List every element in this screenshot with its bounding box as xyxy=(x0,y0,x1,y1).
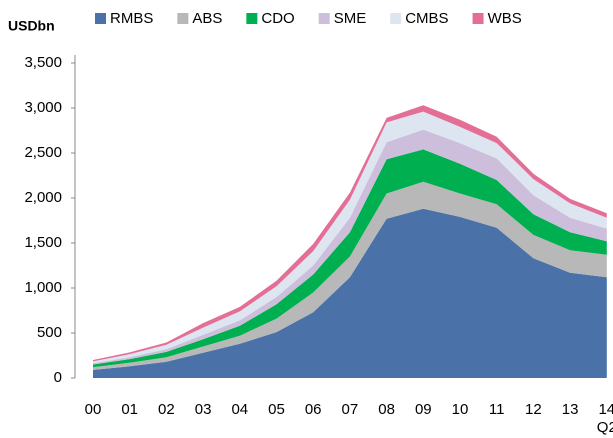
legend-swatch xyxy=(95,13,106,24)
legend-label: RMBS xyxy=(110,10,153,27)
x-tick-label: 08 xyxy=(378,401,395,418)
x-tick-label: 07 xyxy=(341,401,359,418)
x-tick-label: 02 xyxy=(158,401,175,418)
legend-swatch xyxy=(318,13,330,24)
y-tick-label: 3,500 xyxy=(24,54,62,71)
y-tick-label: 3,000 xyxy=(24,99,62,116)
y-tick-label: 500 xyxy=(37,324,62,341)
y-axis-label: USDbn xyxy=(8,18,55,34)
x-tick-label: 13 xyxy=(561,401,579,418)
x-tick-label: 03 xyxy=(194,401,212,418)
x-tick-label: 01 xyxy=(121,401,139,418)
y-tick-label: 1,500 xyxy=(24,234,62,251)
x-tick-label: 06 xyxy=(304,401,322,418)
x-tick-label: 12 xyxy=(525,401,542,418)
x-tick-label: 09 xyxy=(414,401,432,418)
legend-label: CDO xyxy=(261,10,294,27)
x-tick-label: 05 xyxy=(268,401,285,418)
legend-label: ABS xyxy=(192,10,222,27)
y-tick-label: 0 xyxy=(54,369,62,386)
x-tick-label: 14 Q2 xyxy=(596,401,613,436)
area xyxy=(93,181,607,370)
legend-label: CMBS xyxy=(405,10,448,27)
y-tick-label: 2,500 xyxy=(24,144,62,161)
legend-swatch xyxy=(177,13,189,24)
y-tick-label: 2,000 xyxy=(24,189,62,206)
legend-swatch xyxy=(390,13,402,24)
x-tick-label: 10 xyxy=(451,401,469,418)
legend-swatch xyxy=(246,13,258,24)
x-tick-label: 00 xyxy=(84,401,102,418)
legend-label: SME xyxy=(334,10,367,27)
y-tick-label: 1,000 xyxy=(24,279,62,296)
x-tick-label: 11 xyxy=(488,401,505,418)
legend-swatch xyxy=(472,13,484,24)
legend-label: WBS xyxy=(488,10,522,27)
x-tick-label: 04 xyxy=(231,401,249,418)
area xyxy=(93,208,607,378)
